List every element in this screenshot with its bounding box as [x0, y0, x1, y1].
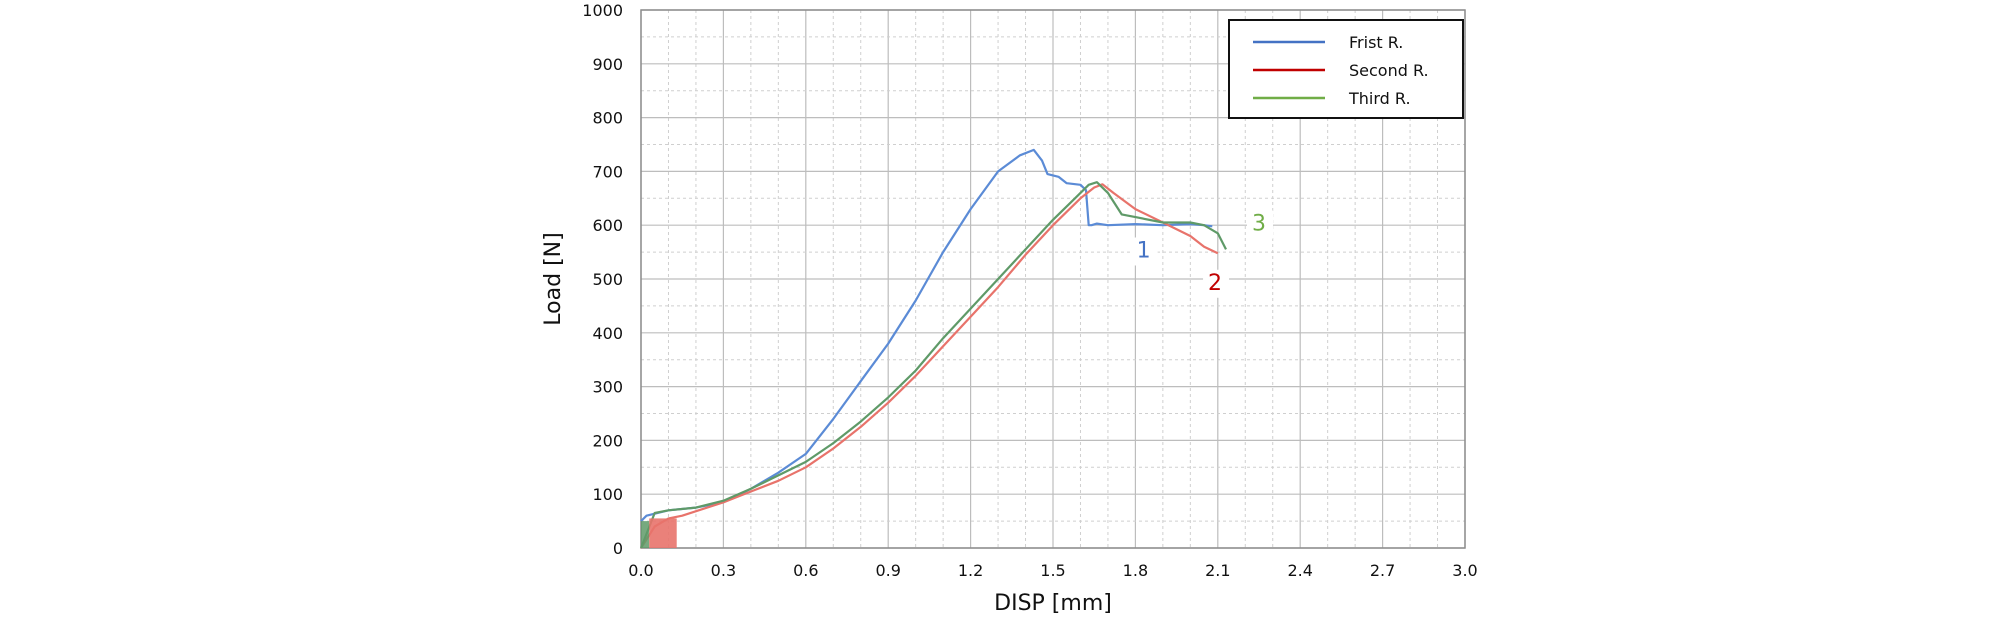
y-tick-label: 1000 — [582, 1, 623, 20]
y-tick-label: 400 — [592, 324, 623, 343]
y-axis-ticks: 0 100 200 300 400 500 600 700 800 900 1000 — [582, 1, 623, 558]
curve-label-1: 1 — [1137, 238, 1151, 263]
plot-area — [640, 9, 1466, 549]
x-tick-label: 0.3 — [711, 561, 736, 580]
plot-frame — [640, 9, 1466, 549]
y-tick-label: 700 — [592, 162, 623, 181]
x-axis-ticks: 0.0 0.3 0.6 0.9 1.2 1.5 1.8 2.1 2.4 2.7 3.0 — [628, 561, 1477, 580]
y-tick-label: 500 — [592, 270, 623, 289]
x-tick-label: 0.6 — [793, 561, 818, 580]
x-tick-label: 2.4 — [1287, 561, 1312, 580]
series-line-2 — [640, 183, 1219, 549]
curve-label-bg — [1247, 210, 1273, 239]
legend: Frist R. Second R. Third R. — [1228, 19, 1464, 119]
x-tick-label: 3.0 — [1452, 561, 1477, 580]
x-tick-label: 1.8 — [1123, 561, 1148, 580]
x-tick-label: 0.0 — [628, 561, 653, 580]
legend-label-2: Second R. — [1349, 61, 1429, 80]
curve-label-2: 2 — [1208, 271, 1222, 296]
series-layer — [639, 148, 1227, 549]
legend-label-3: Third R. — [1348, 89, 1411, 108]
y-tick-label: 200 — [592, 431, 623, 450]
curve-labels: 1 2 3 — [1131, 210, 1273, 298]
y-tick-label: 0 — [613, 539, 623, 558]
x-tick-label: 1.5 — [1040, 561, 1065, 580]
curve-label-3: 3 — [1252, 212, 1266, 237]
series-line-3 — [639, 181, 1227, 549]
x-tick-label: 2.7 — [1370, 561, 1395, 580]
x-tick-label: 1.2 — [958, 561, 983, 580]
y-tick-label: 800 — [592, 109, 623, 128]
y-tick-label: 900 — [592, 55, 623, 74]
y-tick-label: 300 — [592, 378, 623, 397]
series-2-start-cluster — [649, 518, 677, 548]
x-tick-label: 0.9 — [875, 561, 900, 580]
x-axis-title: DISP [mm] — [994, 591, 1112, 616]
series-3-start-cluster — [641, 521, 650, 548]
curve-label-bg — [1131, 237, 1158, 266]
legend-label-1: Frist R. — [1349, 33, 1403, 52]
y-axis-title: Load [N] — [541, 232, 566, 325]
y-tick-label: 600 — [592, 216, 623, 235]
x-tick-label: 2.1 — [1205, 561, 1230, 580]
curve-label-bg — [1203, 269, 1230, 298]
y-tick-label: 100 — [592, 485, 623, 504]
